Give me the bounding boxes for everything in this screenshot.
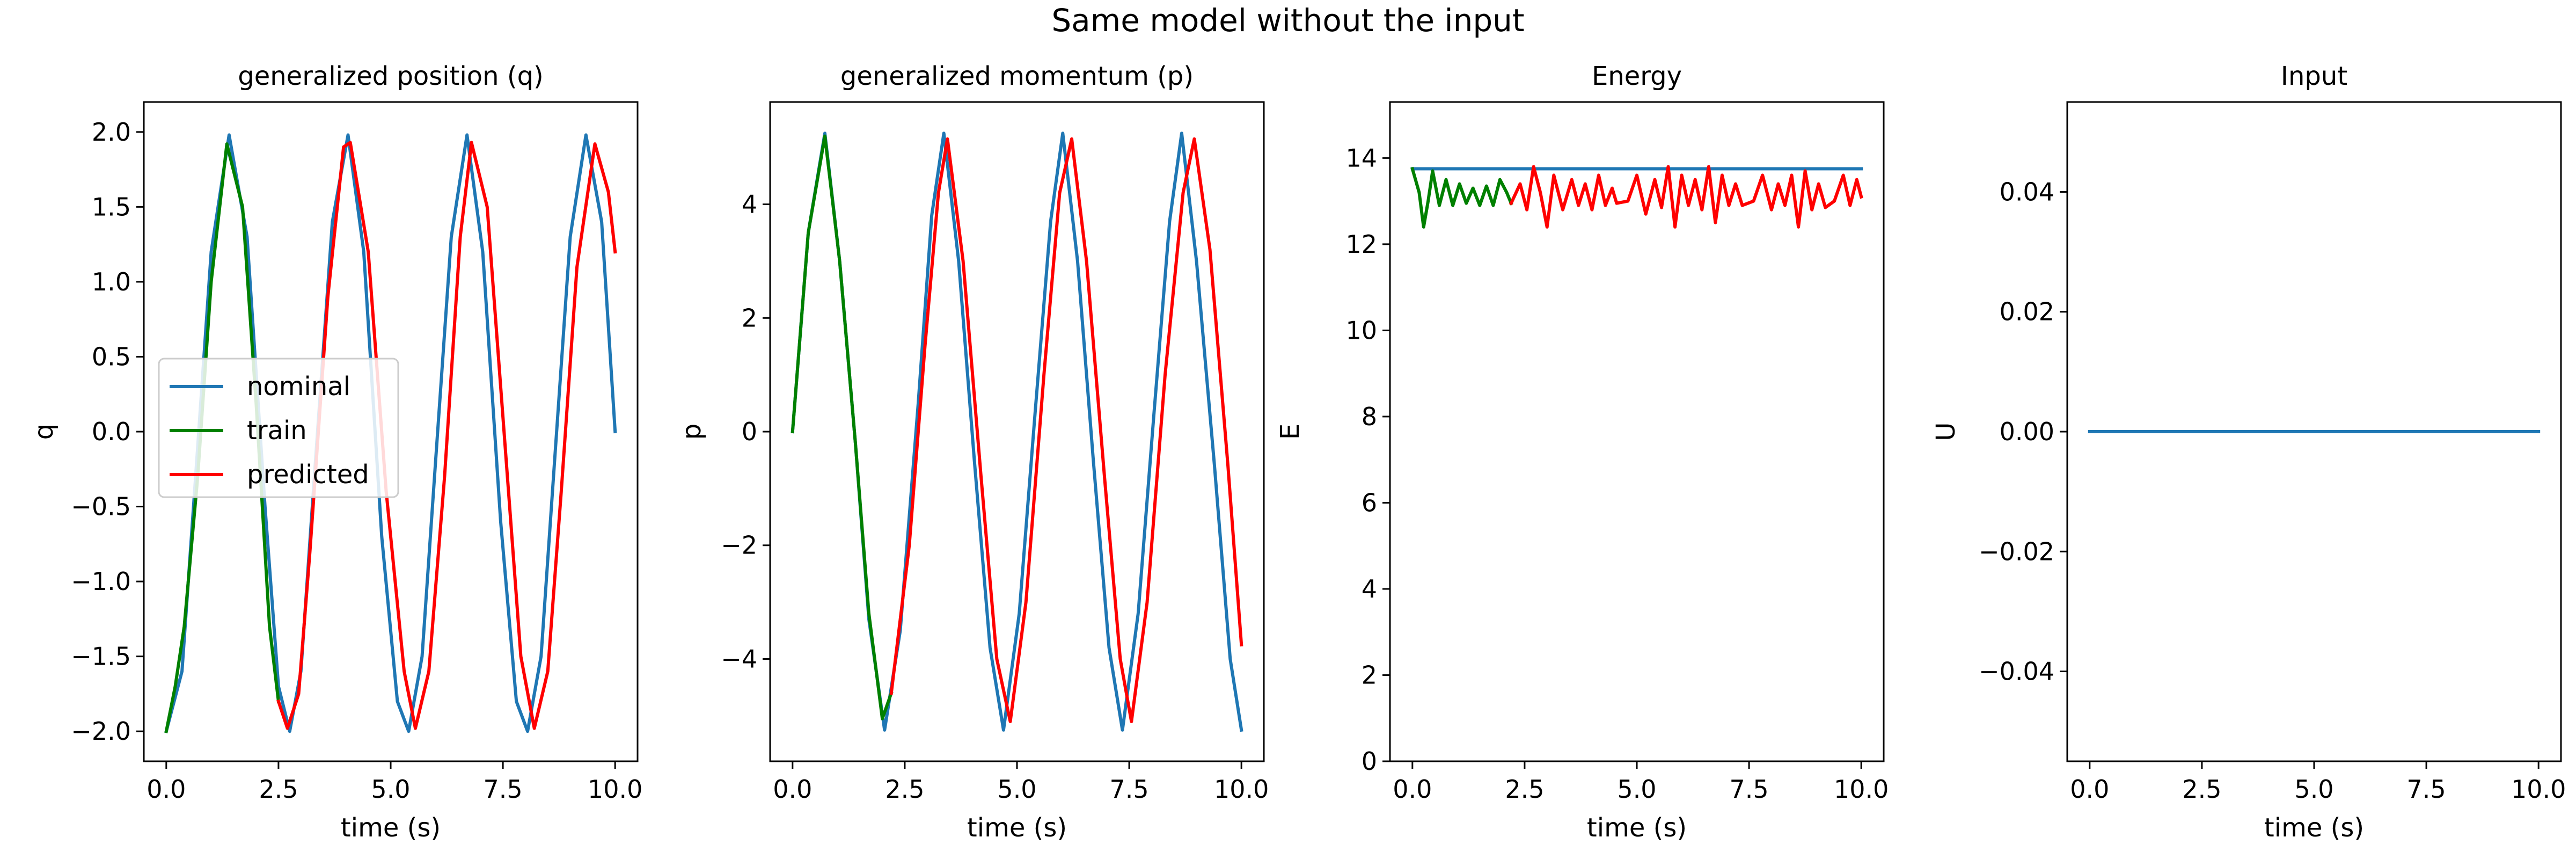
- y-axis-label: p: [677, 424, 707, 440]
- series-line-predicted: [276, 141, 617, 730]
- y-tick-label: −1.0: [71, 567, 131, 596]
- subplot-3: 0.0 2.5 5.0 7.5 10.0 0 2 4 6 8 10 12 14 Energy time (s…: [1275, 61, 1889, 843]
- axes-title: Energy: [1592, 61, 1682, 91]
- series-line-train: [1410, 166, 1513, 229]
- y-tick-label: 1.5: [92, 192, 131, 221]
- y-tick-label: −0.5: [71, 492, 131, 521]
- subplot-1: 0.0 2.5 5.0 7.5 10.0 −2.0 −1.5 −1.0 −0.5 0.0 0.5 1.…: [29, 61, 642, 843]
- x-tick-label: 2.5: [259, 775, 298, 804]
- x-tick-label: 5.0: [2294, 775, 2333, 804]
- y-tick-label: 0.00: [2000, 417, 2054, 446]
- x-tick-label: 10.0: [1834, 775, 1889, 804]
- y-tick-label: 0.04: [2000, 177, 2054, 206]
- y-tick-label: 6: [1362, 488, 1377, 517]
- axes-title: generalized momentum (p): [840, 61, 1194, 91]
- y-tick-label: −0.02: [1979, 537, 2054, 566]
- subplot-4: 0.0 2.5 5.0 7.5 10.0 −0.04 −0.02 0.00 0.02 0.04 In…: [1931, 61, 2566, 843]
- subplots: 0.0 2.5 5.0 7.5 10.0 −2.0 −1.5 −1.0 −0.5 0.0 0.5 1.…: [29, 61, 2566, 843]
- x-tick-label: 10.0: [1214, 775, 1269, 804]
- x-tick-label: 0.0: [1393, 775, 1432, 804]
- y-tick-label: −0.04: [1979, 657, 2054, 686]
- y-tick-label: 0.0: [92, 417, 131, 446]
- x-tick-label: 0.0: [2070, 775, 2109, 804]
- figure-suptitle: Same model without the input: [1051, 2, 1524, 39]
- y-tick-label: 14: [1345, 143, 1377, 172]
- x-tick-label: 0.0: [773, 775, 812, 804]
- axes-title: Input: [2281, 61, 2347, 91]
- x-axis-label: time (s): [1587, 813, 1687, 843]
- y-tick-label: 4: [742, 190, 757, 219]
- y-tick-label: 1.0: [92, 267, 131, 296]
- x-tick-label: 5.0: [1617, 775, 1656, 804]
- x-tick-label: 7.5: [1730, 775, 1769, 804]
- x-tick-label: 2.5: [2182, 775, 2221, 804]
- series-line-predicted: [889, 137, 1243, 723]
- x-tick-label: 10.0: [2511, 775, 2566, 804]
- y-tick-label: 0: [1362, 747, 1377, 776]
- series-line-predicted: [1509, 165, 1863, 229]
- y-tick-label: 2: [1362, 660, 1377, 689]
- legend-label-nominal: nominal: [247, 372, 350, 402]
- y-axis-label: q: [29, 424, 59, 440]
- y-tick-label: 4: [1362, 574, 1377, 603]
- series-line-train: [791, 134, 894, 720]
- series-line-nominal: [164, 133, 617, 733]
- y-tick-label: −2: [721, 531, 757, 560]
- subplot-2: 0.0 2.5 5.0 7.5 10.0 −4 −2 0 2 4 generalized momen…: [677, 61, 1269, 843]
- x-tick-label: 2.5: [1505, 775, 1544, 804]
- y-tick-label: −4: [721, 644, 757, 673]
- y-axis-label: U: [1931, 422, 1961, 441]
- legend-label-train: train: [247, 416, 307, 446]
- y-tick-label: −1.5: [71, 642, 131, 671]
- x-tick-label: 0.0: [147, 775, 186, 804]
- legend: nominal train predicted: [158, 358, 399, 498]
- y-tick-label: 8: [1362, 402, 1377, 431]
- y-tick-label: 0.02: [2000, 297, 2054, 326]
- y-axis-label: E: [1275, 424, 1305, 440]
- series-line-train: [164, 142, 281, 733]
- x-tick-label: 5.0: [997, 775, 1036, 804]
- x-tick-label: 5.0: [371, 775, 410, 804]
- y-tick-label: 0: [742, 417, 757, 446]
- series-group: [164, 133, 617, 733]
- y-tick-label: 2.0: [92, 118, 131, 147]
- series-group: [1410, 165, 1863, 229]
- x-axis-label: time (s): [2264, 813, 2364, 843]
- legend-box: [158, 358, 399, 498]
- y-tick-label: −2.0: [71, 717, 131, 746]
- x-tick-label: 7.5: [484, 775, 523, 804]
- x-axis-label: time (s): [967, 813, 1067, 843]
- x-tick-label: 7.5: [2407, 775, 2446, 804]
- y-tick-label: 12: [1345, 230, 1377, 259]
- y-tick-label: 10: [1345, 316, 1377, 345]
- x-tick-label: 7.5: [1110, 775, 1149, 804]
- x-tick-label: 10.0: [588, 775, 642, 804]
- legend-label-predicted: predicted: [247, 460, 369, 490]
- y-tick-label: 2: [742, 303, 757, 332]
- x-tick-label: 2.5: [885, 775, 924, 804]
- series-group: [791, 132, 1243, 732]
- x-axis-label: time (s): [341, 813, 441, 843]
- axes-title: generalized position (q): [238, 61, 544, 91]
- y-tick-label: 0.5: [92, 342, 131, 371]
